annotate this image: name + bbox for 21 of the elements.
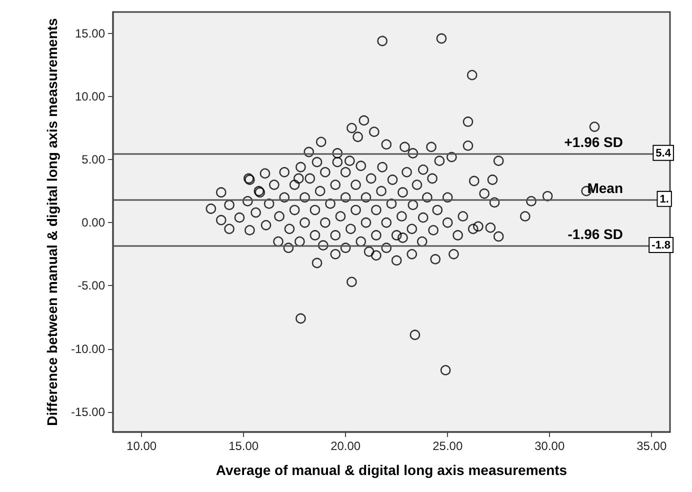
- y-tick-label: -15.00: [70, 404, 106, 419]
- x-axis-title: Average of manual & digital long axis measurements: [216, 462, 568, 478]
- y-tick-label: 15.00: [74, 26, 106, 40]
- x-tick-label: 30.00: [534, 439, 565, 453]
- annotation: 5.4: [656, 147, 672, 160]
- x-tick-label: 25.00: [432, 439, 463, 453]
- y-tick-label: -5.00: [78, 278, 106, 293]
- ref-line-label: -1.96 SD: [568, 226, 623, 242]
- x-tick-label: 10.00: [126, 439, 157, 453]
- x-tick-label: 15.00: [228, 439, 259, 453]
- annotation: 1.: [660, 193, 669, 206]
- ref-line-label: Mean: [587, 180, 623, 196]
- y-tick-label: 0.00: [82, 216, 106, 230]
- x-tick-label: 20.00: [330, 439, 361, 453]
- y-tick-label: -10.00: [70, 342, 106, 356]
- ref-line-label: +1.96 SD: [564, 134, 623, 150]
- y-tick-label: 5.00: [82, 152, 106, 167]
- annotation: -1.8: [652, 239, 671, 252]
- y-axis-title: Difference between manual & digital long axis measurements: [44, 18, 60, 426]
- y-tick-label: 10.00: [74, 90, 106, 104]
- x-tick-label: 35.00: [636, 439, 667, 453]
